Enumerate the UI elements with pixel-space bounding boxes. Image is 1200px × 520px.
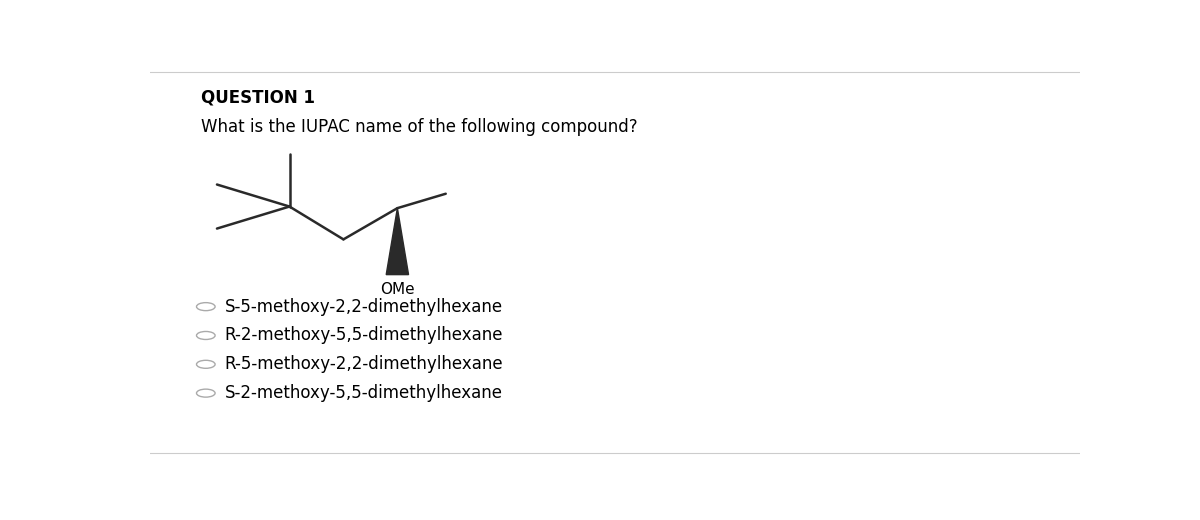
Text: OMe: OMe xyxy=(380,282,415,297)
Text: R-5-methoxy-2,2-dimethylhexane: R-5-methoxy-2,2-dimethylhexane xyxy=(224,355,503,373)
Text: S-2-methoxy-5,5-dimethylhexane: S-2-methoxy-5,5-dimethylhexane xyxy=(224,384,503,402)
Text: What is the IUPAC name of the following compound?: What is the IUPAC name of the following … xyxy=(202,119,637,136)
Text: S-5-methoxy-2,2-dimethylhexane: S-5-methoxy-2,2-dimethylhexane xyxy=(224,297,503,316)
Polygon shape xyxy=(386,208,408,275)
Text: QUESTION 1: QUESTION 1 xyxy=(202,88,316,107)
Text: R-2-methoxy-5,5-dimethylhexane: R-2-methoxy-5,5-dimethylhexane xyxy=(224,327,503,344)
